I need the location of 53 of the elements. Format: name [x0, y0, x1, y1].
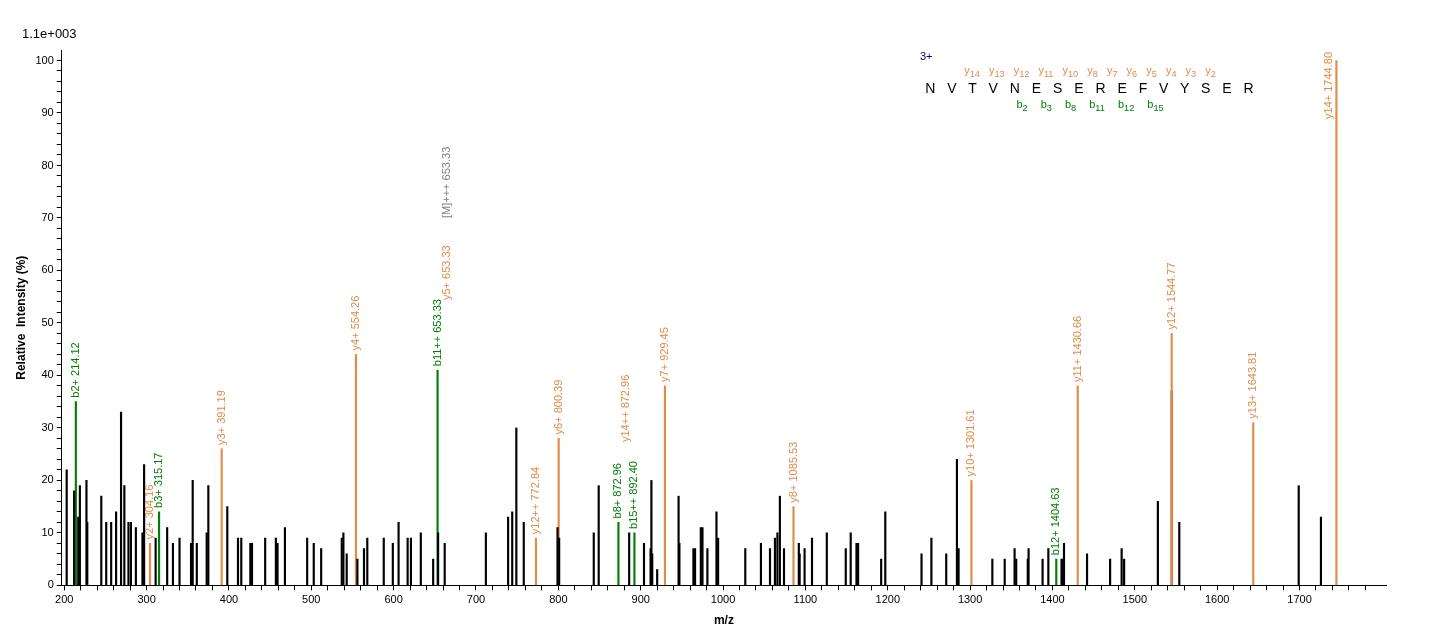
y-tick-label: 60	[41, 263, 54, 276]
data-label: y12+ 1544.77	[1164, 262, 1177, 330]
x-tick-label: 500	[302, 593, 321, 606]
x-tick-label: 900	[631, 593, 650, 606]
x-tick-label: 1400	[1040, 593, 1065, 606]
y-tick-label: 20	[41, 473, 54, 486]
x-tick-label: 700	[466, 593, 486, 606]
data-label: y13+ 1643.81	[1246, 351, 1259, 419]
x-tick-label: 800	[549, 593, 568, 606]
y-tick-label: 30	[41, 420, 54, 433]
data-label: b11++ 653.33	[430, 299, 443, 367]
x-tick-label: 1100	[793, 593, 818, 606]
x-tick-label: 1500	[1122, 593, 1148, 606]
data-label: y10+ 1301.61	[964, 409, 977, 477]
data-label: y11+ 1430.66	[1070, 315, 1083, 382]
y-tick-label: 80	[41, 158, 54, 171]
annotation: y5+ 653.33	[440, 245, 453, 300]
annotation: y14++ 872.96	[619, 374, 632, 442]
x-tick-label: 600	[384, 593, 403, 606]
text: b$_{2}$ b$_{3}$ b$_{8}$ b$_{11}$ b$_{12}$ b$_{15}$	[1016, 97, 1164, 114]
x-tick-label: 400	[219, 593, 239, 606]
data-label: b8+ 872.96	[611, 463, 624, 519]
x-tick-label: 1000	[710, 593, 736, 606]
data-label: y6+ 800.39	[551, 379, 564, 435]
x-tick-label: 200	[55, 593, 74, 606]
data-label: b15++ 892.40	[627, 461, 640, 529]
y-tick-label: 70	[41, 211, 54, 223]
data-label: y4+ 554.26	[349, 295, 361, 351]
x-tick-label: 1600	[1204, 593, 1230, 606]
data-label: y3+ 391.19	[214, 390, 227, 445]
y-tick-label: 40	[41, 368, 54, 381]
text: y$_{14}$ y$_{13}$ y$_{12}$ y$_{11}$ y$_{10}$ y$_{8}$ y$_{7}$ y$_{6}$ y$_{5}$ y$_{4}$ y$_{3}$ y$_{2}$	[964, 63, 1216, 79]
data-label: y14+ 1744.80	[1322, 51, 1335, 119]
text: 1.1e+003	[22, 26, 77, 41]
y-tick-label: 100	[35, 53, 54, 66]
x-axis-title: m/z	[713, 613, 734, 628]
annotation: 3+	[920, 50, 934, 64]
y-axis-title: Relative Intensity (%)	[13, 255, 28, 380]
x-tick-label: 1300	[957, 593, 983, 606]
y-tick-label: 10	[41, 525, 54, 538]
y-tick-label: 0	[47, 578, 54, 591]
data-label: y12++ 772.84	[529, 466, 542, 535]
data-label: y8+ 1085.53	[786, 441, 799, 503]
annotation: N V T V N E S E R E F V Y S E R	[924, 80, 1256, 98]
y-tick-label: 90	[41, 106, 54, 119]
x-tick-label: 1200	[875, 593, 900, 606]
data-label: b2+ 214.12	[68, 342, 81, 398]
annotation: [M]+++ 653.33	[440, 146, 453, 218]
y-tick-label: 50	[41, 315, 54, 328]
data-label: y7+ 929.45	[657, 327, 670, 382]
x-tick-label: 300	[137, 593, 156, 606]
data-label: b12+ 1404.63	[1049, 487, 1062, 556]
x-tick-label: 1700	[1287, 593, 1312, 606]
